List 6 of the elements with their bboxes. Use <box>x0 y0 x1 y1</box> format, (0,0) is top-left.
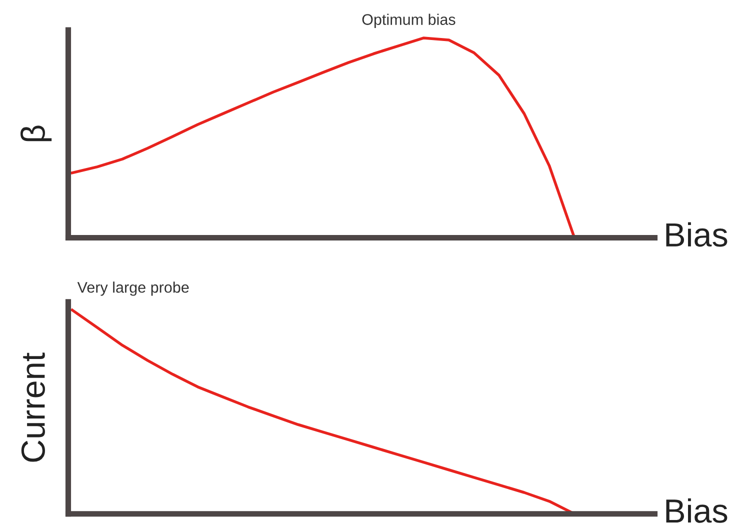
text: Very large probe <box>77 282 189 296</box>
text: Optimum bias <box>362 14 456 28</box>
y-axis-title: Current <box>21 352 45 462</box>
x-axis-title: Bias <box>666 498 728 523</box>
y-axis-title: β <box>20 126 52 142</box>
x-axis-title: Bias <box>666 222 728 247</box>
